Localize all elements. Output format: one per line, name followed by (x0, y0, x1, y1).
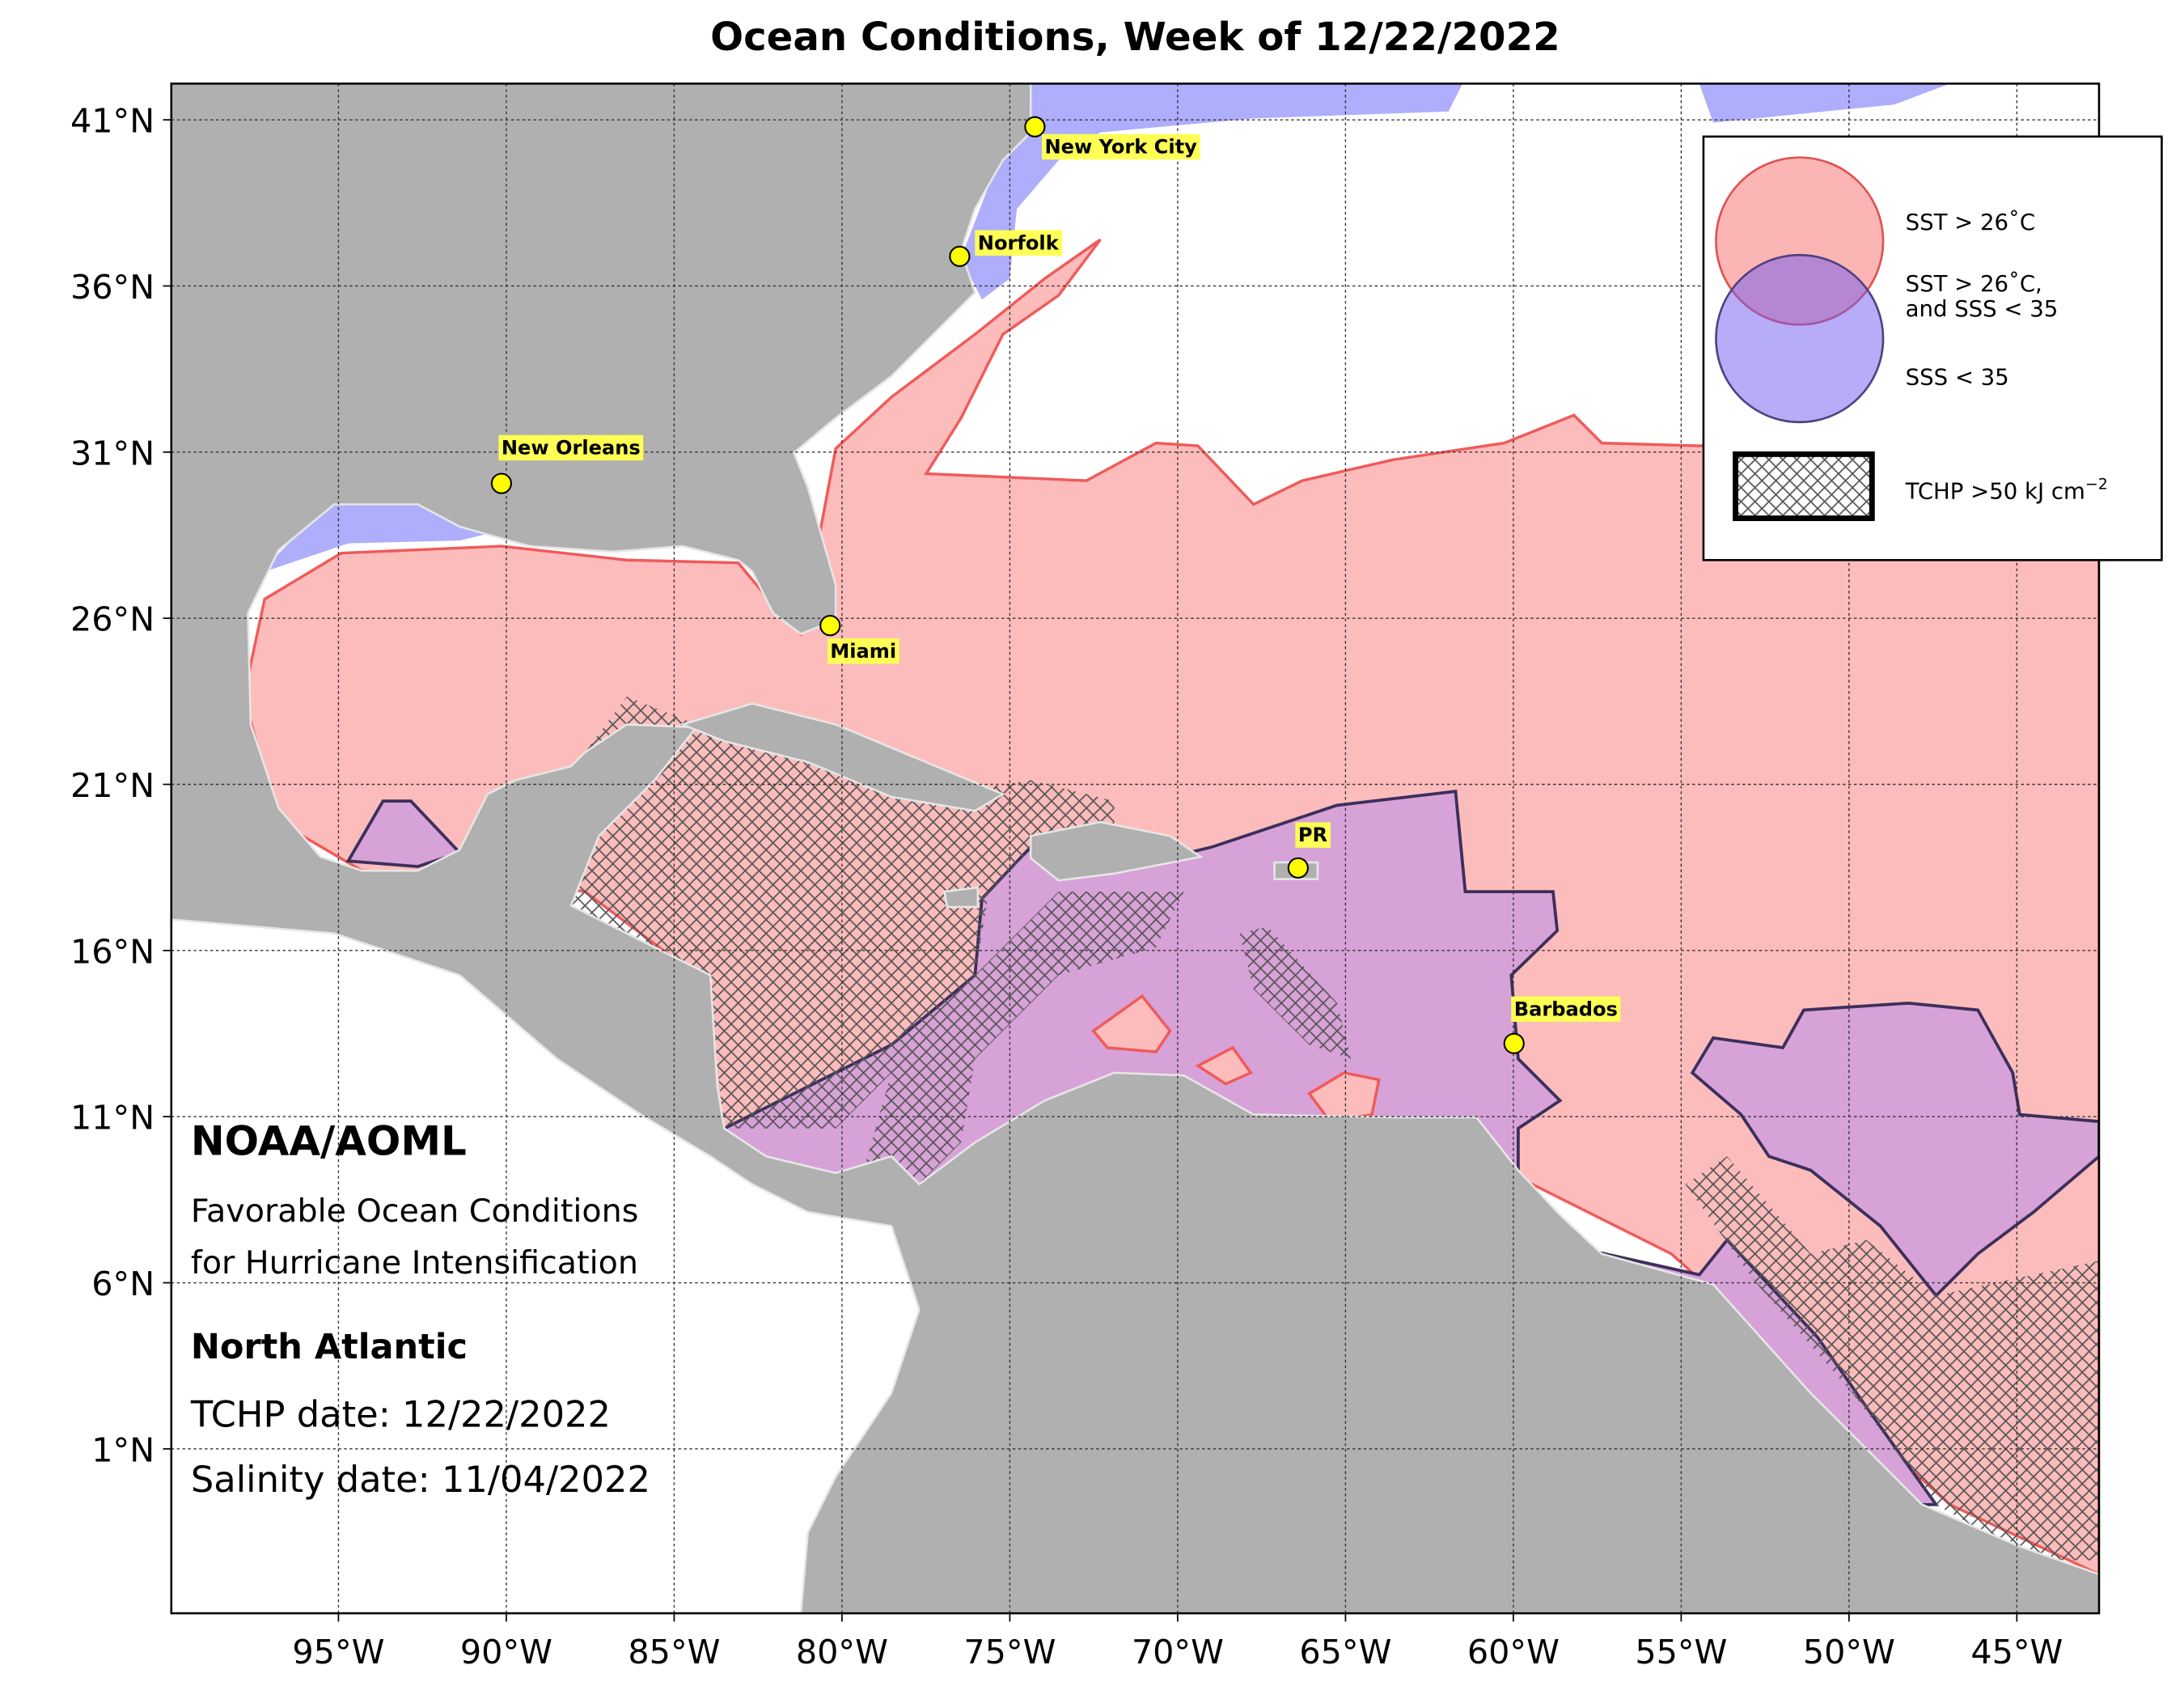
legend: SST > 26˚C SST > 26˚C, and SSS < 35 SSS … (1702, 135, 2163, 561)
cities: New York City Norfolk New Orleans Miami PR Ba… (490, 116, 1621, 1054)
lon-tick-label: 45°W (1970, 1633, 2063, 1671)
lat-tick-label: 21°N (70, 766, 154, 805)
city-label: New York City (1044, 135, 1197, 158)
legend-sss-swatch (1715, 253, 1885, 424)
city-marker (490, 472, 512, 494)
legend-label: SST > 26˚C (1906, 210, 2035, 235)
sst-region (1091, 994, 1172, 1053)
sst-region (1195, 1045, 1253, 1086)
info-block: NOAA/AOML Favorable Ocean Conditions for… (190, 1118, 650, 1502)
legend-label: SST > 26˚C, (1906, 271, 2042, 297)
lon-tick-label: 95°W (292, 1633, 384, 1671)
subtitle-line: for Hurricane Intensification (191, 1244, 638, 1282)
land (942, 886, 980, 909)
lat-tick-label: 26°N (70, 600, 154, 639)
combined-region (1690, 1001, 2099, 1299)
lat-tick-label: 6°N (91, 1265, 154, 1303)
sss-region (1699, 83, 1950, 123)
lat-tick-label: 31°N (70, 434, 154, 472)
tick-labels: 41°N 36°N 31°N 26°N 21°N 16°N 11°N 6°N 1°N 95°W 90… (70, 102, 2063, 1671)
map-title: Ocean Conditions, Week of 12/22/2022 (710, 15, 1560, 60)
legend-label: TCHP >50 kJ cm−2 (1905, 475, 2108, 504)
combined-region (345, 799, 463, 869)
salinity-date: Salinity date: 11/04/2022 (191, 1458, 650, 1501)
city-marker (1024, 116, 1046, 138)
city-marker (1503, 1032, 1525, 1054)
city-label-bg (975, 230, 1063, 256)
lat-tick-label: 36°N (70, 268, 154, 307)
lon-tick-label: 65°W (1299, 1633, 1391, 1671)
map-frame (170, 83, 2101, 1615)
lon-tick-label: 50°W (1803, 1633, 1895, 1671)
city-marker (949, 245, 971, 267)
city-label: Miami (830, 640, 896, 663)
lon-tick-label: 90°W (460, 1633, 552, 1671)
city-label-bg (827, 638, 899, 664)
city-marker (819, 615, 841, 637)
legend-label-text: TCHP >50 kJ cm (1905, 479, 2085, 505)
city-label-bg (498, 434, 644, 461)
city-label-bg (1295, 822, 1331, 848)
city-label: PR (1298, 824, 1328, 846)
city-marker (1287, 857, 1309, 879)
legend-label-superscript: −2 (2085, 475, 2108, 493)
region-label: North Atlantic (191, 1327, 468, 1367)
city-label: New Orleans (502, 436, 641, 459)
legend-tchp-swatch (1733, 451, 1875, 522)
city-label-bg (1511, 996, 1621, 1023)
lon-tick-label: 70°W (1132, 1633, 1224, 1671)
lon-tick-label: 75°W (963, 1633, 1056, 1671)
lat-tick-label: 1°N (91, 1430, 154, 1469)
land (1029, 820, 1204, 882)
lon-tick-label: 80°W (796, 1633, 888, 1671)
legend-label: and SSS < 35 (1906, 296, 2059, 322)
lon-tick-label: 85°W (628, 1633, 720, 1671)
legend-label: SSS < 35 (1906, 364, 2009, 390)
lat-tick-label: 41°N (70, 102, 154, 141)
city-label-bg (1042, 133, 1200, 160)
tchp-region (863, 892, 1184, 1198)
tchp-date: TCHP date: 12/22/2022 (190, 1392, 611, 1435)
subtitle-line: Favorable Ocean Conditions (191, 1193, 638, 1230)
tchp-region (1239, 926, 1352, 1059)
lat-tick-label: 11°N (70, 1099, 154, 1138)
city-label: Barbados (1514, 998, 1618, 1020)
lat-tick-label: 16°N (70, 932, 154, 971)
lon-tick-label: 55°W (1635, 1633, 1727, 1671)
lon-tick-label: 60°W (1467, 1633, 1560, 1671)
land (679, 702, 1005, 812)
city-label: Norfolk (978, 231, 1060, 254)
tchp-region (1685, 1156, 2099, 1561)
org-label: NOAA/AOML (191, 1118, 467, 1165)
